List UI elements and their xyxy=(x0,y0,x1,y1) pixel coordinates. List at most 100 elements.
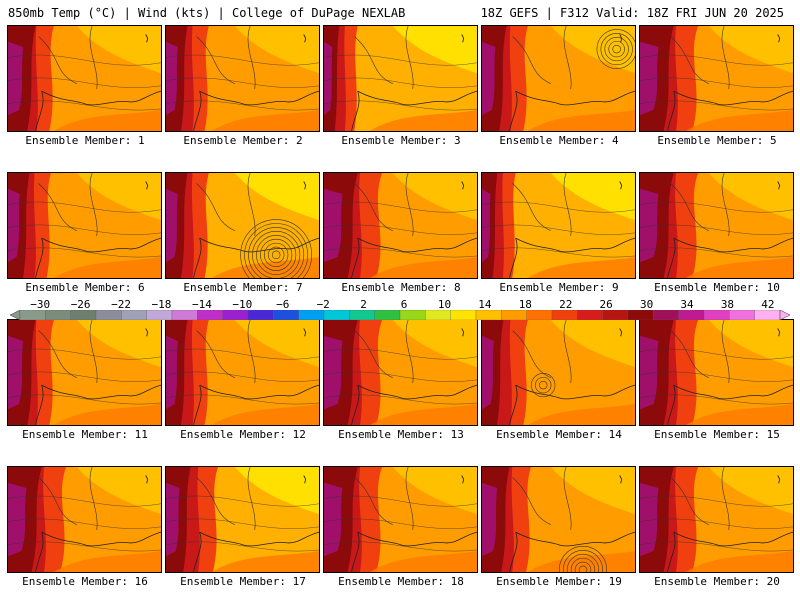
colorbar-swatch xyxy=(349,310,375,320)
temperature-map xyxy=(482,467,635,572)
ensemble-member-label: Ensemble Member: 19 xyxy=(496,575,622,588)
ensemble-member-label: Ensemble Member: 11 xyxy=(22,428,148,441)
colorbar-swatch xyxy=(551,310,578,320)
colorbar-tick-label: 10 xyxy=(437,298,452,311)
ensemble-member-label: Ensemble Member: 1 xyxy=(25,134,145,147)
colorbar-tick-label: 6 xyxy=(400,298,408,311)
ensemble-member-label: Ensemble Member: 8 xyxy=(341,281,461,294)
colorbar-swatch xyxy=(70,310,97,320)
ensemble-member-label: Ensemble Member: 12 xyxy=(180,428,306,441)
temperature-map xyxy=(482,26,635,131)
ensemble-map-panel xyxy=(481,25,636,132)
temperature-map xyxy=(640,467,793,572)
colorbar-swatch xyxy=(273,310,299,320)
colorbar-tick-label: 14 xyxy=(478,298,492,311)
run-valid-time: 18Z GEFS | F312 Valid: 18Z FRI JUN 20 20… xyxy=(480,6,784,20)
colorbar-tick-label: 34 xyxy=(680,298,694,311)
ensemble-map-panel xyxy=(323,25,478,132)
ensemble-map-panel xyxy=(165,319,320,426)
temperature-map xyxy=(640,320,793,425)
colorbar-swatch xyxy=(577,310,603,320)
temperature-map xyxy=(166,320,319,425)
ensemble-map-panel xyxy=(639,172,794,279)
ensemble-member-label: Ensemble Member: 16 xyxy=(22,575,148,588)
ensemble-member-label: Ensemble Member: 5 xyxy=(657,134,777,147)
colorbar-scale xyxy=(10,310,790,320)
ensemble-map-panel xyxy=(165,25,320,132)
temperature-map xyxy=(324,26,477,131)
ensemble-map-panel xyxy=(165,172,320,279)
colorbar-swatch xyxy=(374,310,401,320)
ensemble-map-panel xyxy=(639,466,794,573)
temperature-map xyxy=(166,467,319,572)
ensemble-member-label: Ensemble Member: 7 xyxy=(183,281,303,294)
ensemble-map-panel xyxy=(7,466,162,573)
ensemble-member-label: Ensemble Member: 17 xyxy=(180,575,306,588)
colorbar-swatch xyxy=(45,310,71,320)
temperature-map xyxy=(166,26,319,131)
colorbar-tick-label: 42 xyxy=(761,298,775,311)
colorbar-tick-label: −30 xyxy=(30,298,51,311)
colorbar-swatch xyxy=(247,310,274,320)
colorbar-tick-label: −2 xyxy=(316,298,330,311)
colorbar-swatch xyxy=(729,310,755,320)
temperature-map xyxy=(324,320,477,425)
ensemble-map-panel xyxy=(639,319,794,426)
temperature-map xyxy=(8,173,161,278)
ensemble-member-label: Ensemble Member: 4 xyxy=(499,134,619,147)
colorbar-tick-label: 18 xyxy=(518,298,532,311)
colorbar-swatch xyxy=(146,310,173,320)
colorbar-swatch xyxy=(197,310,223,320)
colorbar-swatch xyxy=(754,310,781,320)
temperature-map xyxy=(482,173,635,278)
ensemble-map-panel xyxy=(7,319,162,426)
colorbar-swatch xyxy=(602,310,629,320)
colorbar-tick-label: 38 xyxy=(720,298,735,311)
temperature-map xyxy=(482,320,635,425)
colorbar-tick-label: 30 xyxy=(639,298,654,311)
temperature-map xyxy=(640,26,793,131)
ensemble-member-label: Ensemble Member: 9 xyxy=(499,281,619,294)
colorbar-swatch xyxy=(323,310,350,320)
temperature-colorbar: −30 −26 −22 −18 −14 −10 −6 −2 2 6 10 14 18 22 26 30 34 38… xyxy=(10,298,790,322)
colorbar-swatch xyxy=(399,310,426,320)
colorbar-swatch xyxy=(222,310,249,320)
colorbar-swatch xyxy=(171,310,198,320)
colorbar-tick-label: 2 xyxy=(360,298,367,311)
ensemble-member-label: Ensemble Member: 15 xyxy=(654,428,780,441)
colorbar-swatch xyxy=(526,310,553,320)
colorbar-tick-label: −6 xyxy=(276,298,290,311)
colorbar-tick-label: 26 xyxy=(599,298,613,311)
temperature-map xyxy=(8,320,161,425)
colorbar-tick-label: 22 xyxy=(559,298,573,311)
colorbar-max-arrow xyxy=(779,310,790,320)
colorbar-swatch xyxy=(627,310,654,320)
colorbar-tick-label: −14 xyxy=(191,298,212,311)
ensemble-member-label: Ensemble Member: 20 xyxy=(654,575,780,588)
colorbar-tick-label: −26 xyxy=(70,298,91,311)
ensemble-member-label: Ensemble Member: 13 xyxy=(338,428,464,441)
ensemble-map-panel xyxy=(165,466,320,573)
colorbar-tick-label: −18 xyxy=(151,298,172,311)
temperature-map xyxy=(324,173,477,278)
colorbar-swatch xyxy=(298,310,325,320)
colorbar-swatch xyxy=(425,310,451,320)
colorbar-swatch xyxy=(121,310,147,320)
colorbar-swatch xyxy=(653,310,679,320)
colorbar-tick-label: −10 xyxy=(232,298,253,311)
ensemble-map-panel xyxy=(323,172,478,279)
ensemble-member-label: Ensemble Member: 6 xyxy=(25,281,145,294)
ensemble-map-panel xyxy=(481,466,636,573)
colorbar-min-arrow xyxy=(10,310,21,320)
ensemble-member-label: Ensemble Member: 2 xyxy=(183,134,303,147)
ensemble-member-label: Ensemble Member: 10 xyxy=(654,281,780,294)
temperature-map xyxy=(324,467,477,572)
ensemble-member-label: Ensemble Member: 14 xyxy=(496,428,622,441)
ensemble-map-panel xyxy=(7,172,162,279)
colorbar-swatch xyxy=(475,310,502,320)
colorbar-tick-label: −22 xyxy=(111,298,131,311)
product-title: 850mb Temp (°C) | Wind (kts) | College o… xyxy=(8,6,406,20)
ensemble-map-panel xyxy=(323,319,478,426)
colorbar-swatch xyxy=(703,310,730,320)
ensemble-map-panel xyxy=(323,466,478,573)
